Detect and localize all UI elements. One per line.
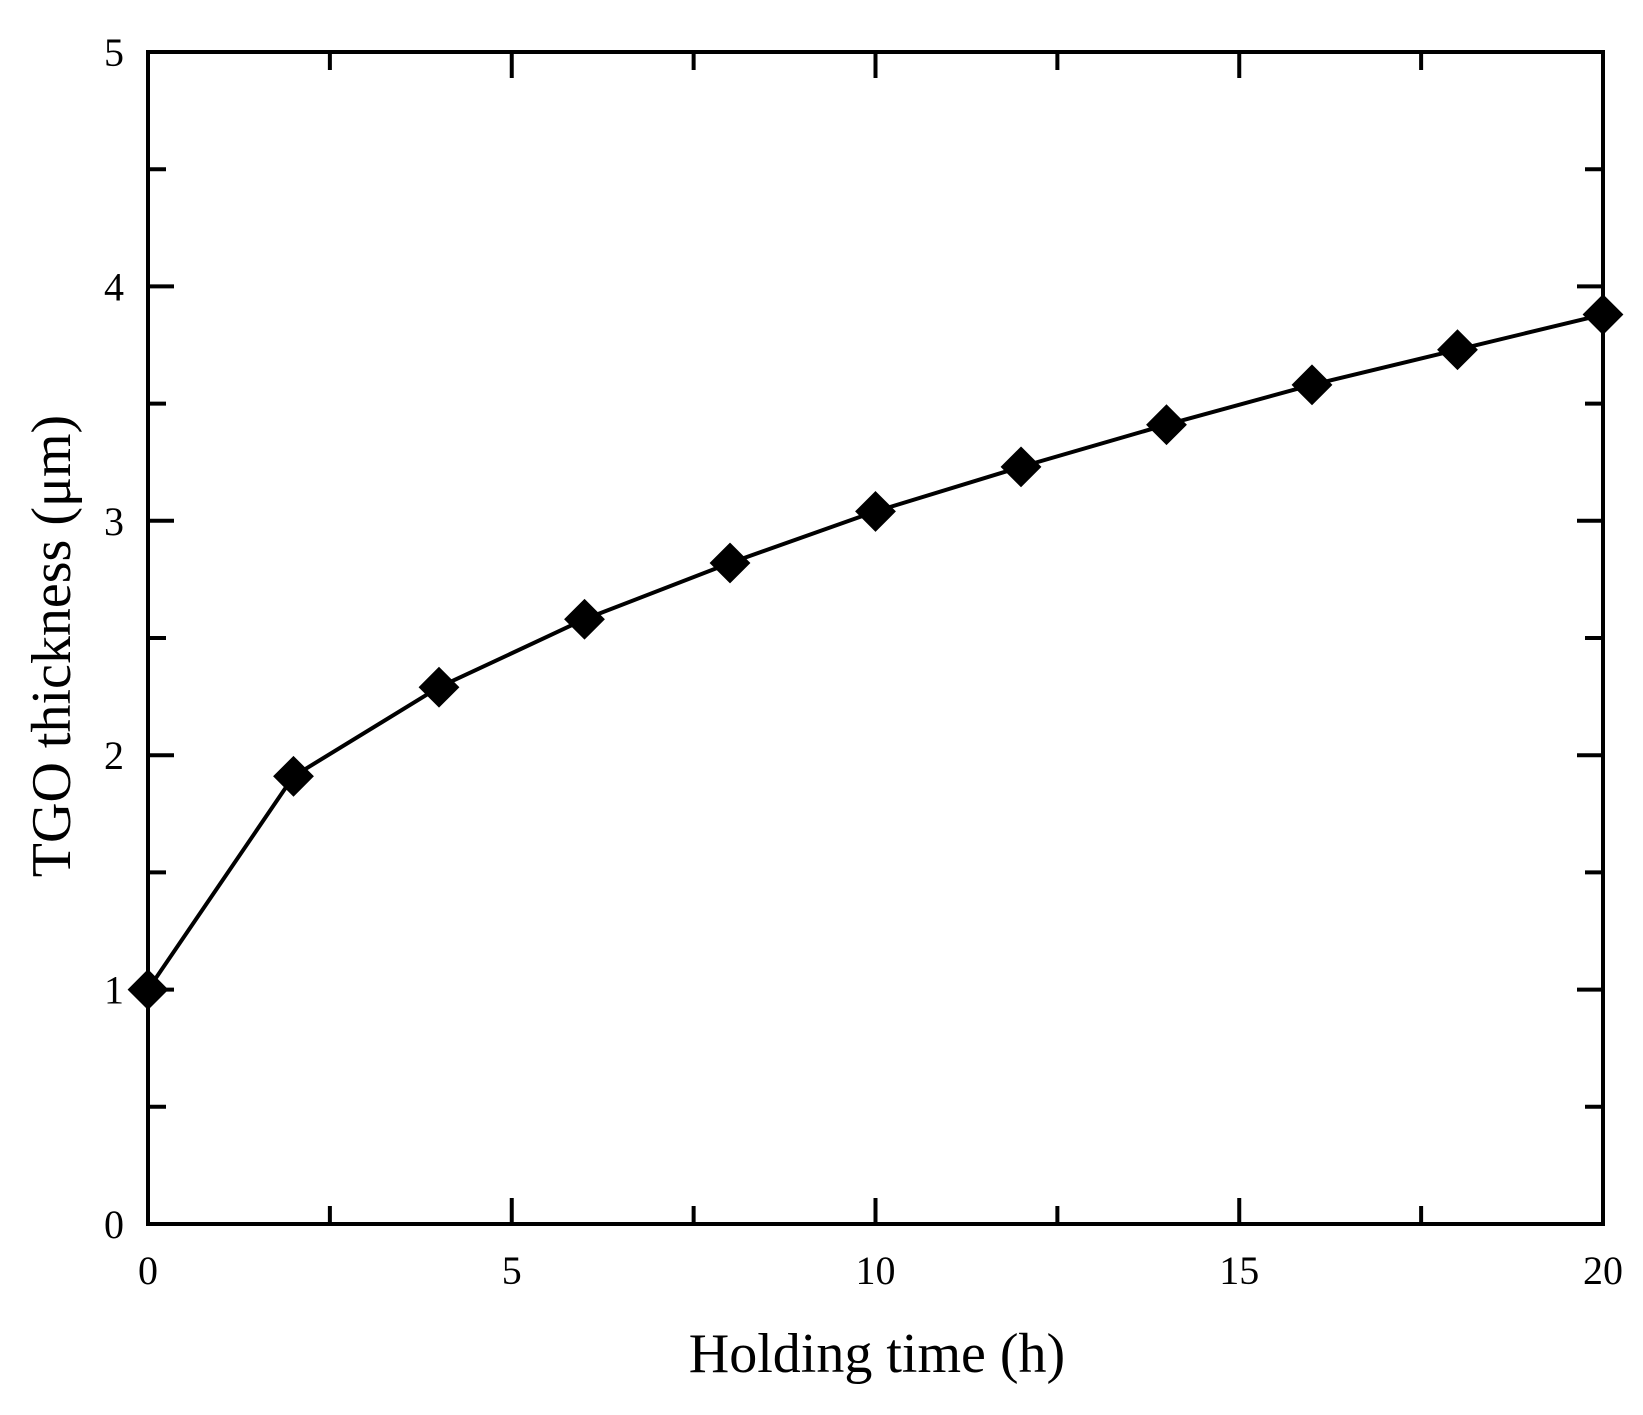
x-tick-label: 5: [502, 1248, 522, 1293]
y-tick-label: 4: [104, 264, 124, 309]
axis-ticks: [148, 52, 1603, 1224]
data-point-marker: [1291, 364, 1333, 406]
data-point-marker: [1000, 446, 1042, 488]
data-point-marker: [1437, 329, 1478, 371]
y-tick-label: 1: [104, 968, 124, 1013]
plot-frame: [146, 50, 1605, 1226]
y-axis-title: TGO thickness (μm): [21, 415, 83, 877]
data-point-marker: [127, 969, 169, 1011]
x-tick-label: 15: [1219, 1248, 1259, 1293]
x-tick-label: 20: [1583, 1248, 1623, 1293]
x-axis-title: Holding time (h): [689, 1323, 1065, 1385]
data-point-marker: [1146, 404, 1187, 446]
plot-border: [146, 50, 1605, 1226]
data-point-marker: [564, 598, 605, 640]
y-tick-label: 0: [104, 1202, 124, 1247]
data-point-marker: [855, 491, 896, 532]
data-point-marker: [1582, 294, 1624, 335]
tick-labels: 0 5 10 15 20 0 1 2 3 4 5: [104, 30, 1623, 1293]
data-point-marker: [709, 542, 751, 584]
data-point-marker: [418, 666, 460, 708]
y-tick-label: 2: [104, 733, 124, 778]
series-line: [146, 312, 1604, 991]
x-tick-label: 10: [856, 1248, 896, 1293]
y-tick-label: 3: [104, 499, 124, 544]
x-tick-label: 0: [138, 1248, 158, 1293]
y-tick-label: 5: [104, 30, 124, 75]
series-layer: [127, 294, 1624, 1011]
data-point-marker: [273, 755, 314, 797]
